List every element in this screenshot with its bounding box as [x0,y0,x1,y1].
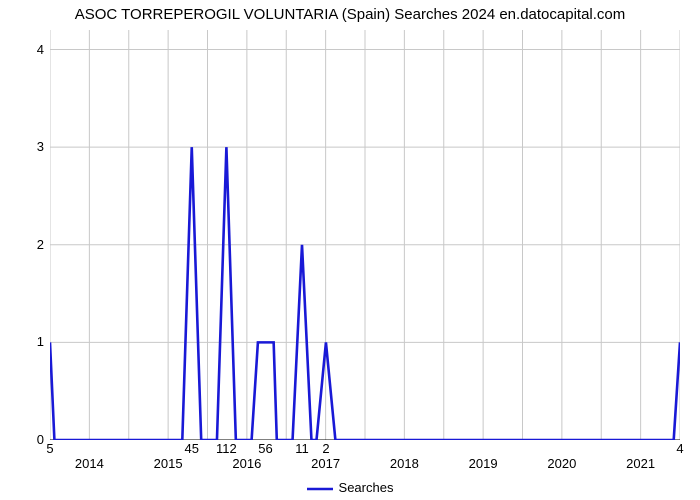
x-tick-label: 2019 [469,456,498,471]
data-point-label: 45 [185,441,199,456]
data-point-label: 2 [322,441,329,456]
x-tick-label: 2021 [626,456,655,471]
legend-label: Searches [339,480,394,495]
x-tick-label: 2015 [154,456,183,471]
y-tick-label: 1 [24,334,44,349]
data-point-label: 56 [258,441,272,456]
chart-title: ASOC TORREPEROGIL VOLUNTARIA (Spain) Sea… [0,6,700,23]
x-tick-label: 2014 [75,456,104,471]
chart-root: ASOC TORREPEROGIL VOLUNTARIA (Spain) Sea… [0,0,700,500]
data-point-label: 5 [46,441,53,456]
x-tick-label: 2018 [390,456,419,471]
y-tick-label: 0 [24,432,44,447]
legend: Searches [0,480,700,495]
y-tick-label: 4 [24,42,44,57]
x-tick-label: 2017 [311,456,340,471]
plot-svg [50,30,680,440]
data-point-label: 11 [295,441,309,456]
y-tick-label: 2 [24,237,44,252]
x-tick-label: 2020 [547,456,576,471]
data-point-label: 112 [216,441,237,456]
plot-area [50,30,680,440]
x-tick-label: 2016 [232,456,261,471]
y-tick-label: 3 [24,139,44,154]
legend-swatch [307,484,333,494]
data-point-label: 4 [676,441,683,456]
